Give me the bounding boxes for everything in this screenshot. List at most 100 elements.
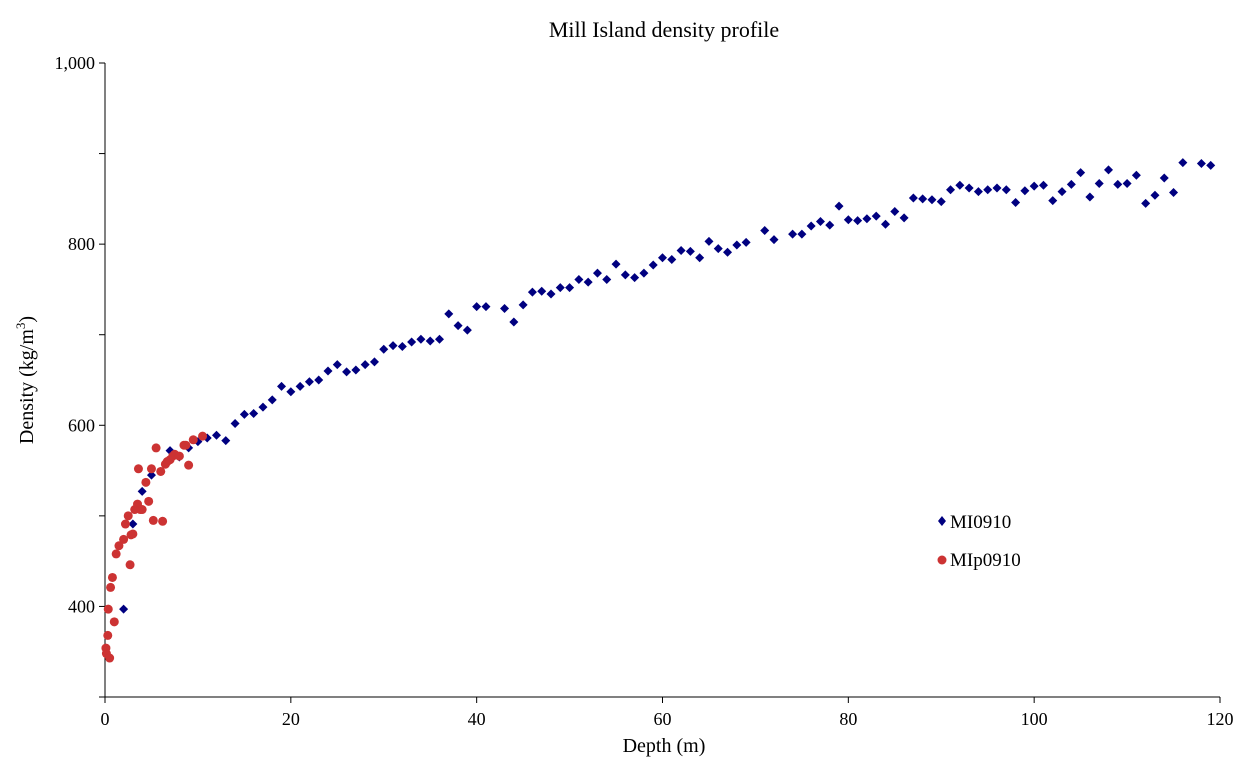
data-point: [462, 325, 472, 335]
data-point: [555, 283, 565, 293]
data-point: [109, 617, 119, 627]
data-point: [114, 541, 124, 551]
data-point: [332, 360, 342, 370]
data-point: [815, 217, 825, 226]
data-point: [1066, 179, 1076, 189]
data-point: [936, 197, 946, 207]
data-point: [146, 470, 156, 480]
data-point: [444, 309, 454, 319]
data-point: [1057, 187, 1067, 197]
data-point: [973, 187, 983, 197]
x-axis-ticks: 0 20 40 60 80 100 120: [101, 697, 1234, 729]
x-tick-label: 60: [654, 709, 672, 729]
data-point: [258, 402, 268, 412]
data-point: [425, 336, 435, 346]
data-point: [453, 321, 463, 331]
data-point: [286, 387, 296, 397]
plot-axes: [104, 63, 1220, 698]
data-point: [592, 268, 602, 278]
data-point: [862, 214, 872, 224]
data-point: [1196, 159, 1206, 169]
data-point: [1169, 188, 1179, 198]
data-point: [630, 273, 640, 283]
data-point: [1141, 198, 1151, 208]
data-point: [964, 183, 974, 193]
data-point: [304, 377, 314, 387]
data-point: [527, 287, 537, 297]
data-point: [537, 286, 547, 296]
data-point: [667, 255, 677, 265]
data-point: [695, 253, 705, 263]
data-point: [1178, 158, 1188, 168]
data-point: [500, 303, 510, 313]
data-point: [342, 367, 352, 377]
y-axis-ticks: 400 600 800 1,000: [55, 53, 105, 698]
data-point: [992, 183, 1002, 193]
x-tick-label: 40: [468, 709, 486, 729]
legend-marker-mip0910: [937, 555, 947, 565]
data-point: [212, 430, 221, 440]
legend-marker-mi0910: [938, 516, 946, 526]
data-point: [946, 185, 956, 195]
data-point: [133, 464, 143, 474]
data-point: [806, 221, 816, 231]
data-point: [713, 244, 723, 254]
data-point: [128, 519, 138, 529]
data-point: [1029, 181, 1039, 191]
data-point: [146, 464, 156, 474]
data-point: [648, 260, 658, 270]
data-point: [1159, 173, 1169, 183]
legend-label-mi0910: MI0910: [950, 512, 1011, 533]
data-point: [927, 195, 937, 205]
data-point: [156, 466, 166, 476]
data-point: [1094, 178, 1104, 188]
data-point: [119, 534, 129, 544]
data-point: [125, 560, 135, 570]
data-point: [1085, 192, 1095, 202]
data-point: [151, 443, 161, 453]
data-point: [741, 237, 751, 247]
data-point: [658, 253, 667, 263]
data-point: [1206, 160, 1216, 170]
data-point: [128, 529, 138, 539]
y-tick-label: 600: [68, 415, 95, 435]
data-point: [1011, 197, 1021, 207]
data-point: [639, 268, 649, 278]
data-point: [685, 246, 695, 256]
data-point: [788, 229, 798, 239]
data-point: [797, 229, 807, 239]
data-point: [144, 496, 154, 506]
data-point: [1131, 170, 1141, 180]
x-tick-label: 0: [101, 709, 110, 729]
data-point: [323, 366, 333, 376]
data-point: [732, 240, 742, 250]
data-point: [1122, 178, 1132, 188]
data-point: [704, 236, 714, 246]
data-point: [407, 337, 417, 347]
data-point: [583, 277, 593, 287]
data-point: [107, 572, 117, 582]
data-point: [148, 515, 158, 525]
data-point: [188, 435, 198, 445]
y-axis-label-close: ): [16, 316, 38, 323]
legend-label-mip0910: MIp0910: [950, 550, 1021, 571]
x-tick-label: 100: [1021, 709, 1048, 729]
legend: MI0910 MIp0910: [937, 512, 1021, 571]
data-point: [1150, 190, 1160, 200]
y-axis-label-superscript: 3: [13, 323, 28, 330]
data-point: [105, 653, 115, 663]
data-point: [769, 235, 779, 245]
data-point: [120, 519, 130, 529]
data-point: [871, 211, 881, 221]
data-point: [574, 274, 584, 284]
data-point: [825, 220, 835, 230]
data-point: [518, 300, 528, 310]
data-point: [388, 341, 398, 351]
data-point: [899, 213, 909, 223]
data-point: [1113, 179, 1123, 189]
y-axis-label: Density (kg/m3): [13, 316, 38, 444]
y-tick-label: 400: [68, 596, 95, 616]
x-axis-label: Depth (m): [623, 735, 706, 757]
data-point: [267, 395, 277, 405]
data-point: [106, 582, 116, 592]
